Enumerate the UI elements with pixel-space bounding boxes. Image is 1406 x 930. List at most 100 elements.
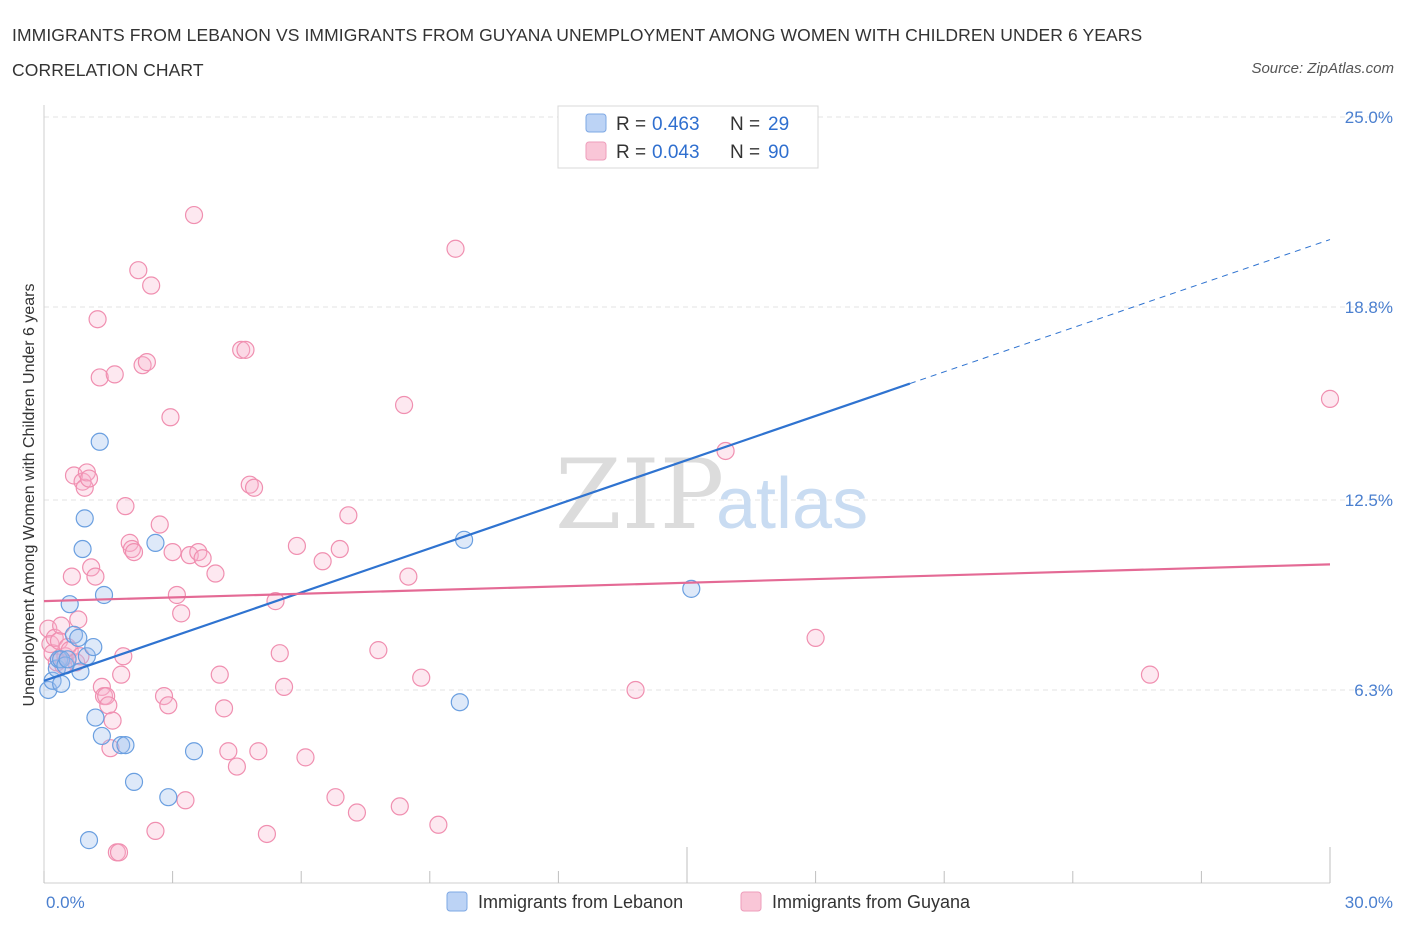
legend-n-label-guyana: N = (730, 142, 760, 163)
point-guyana-74 (330, 539, 349, 559)
point-lebanon-20 (94, 585, 114, 605)
watermark: ZIP atlas (555, 439, 868, 551)
source-note: Source: ZipAtlas.com (1251, 60, 1394, 77)
legend-r-value-lebanon: 0.463 (652, 114, 700, 135)
point-guyana-51 (176, 791, 195, 810)
point-guyana-20 (82, 558, 101, 577)
point-guyana-37 (122, 539, 141, 559)
point-guyana-69 (274, 677, 294, 697)
point-lebanon-15 (79, 831, 99, 850)
y-tick-label-1: 12.5% (1345, 491, 1393, 510)
legend-r-value-guyana: 0.043 (652, 142, 700, 163)
point-guyana-88 (1320, 389, 1340, 408)
point-guyana-14 (69, 610, 88, 629)
legend-n-label-lebanon: N = (730, 114, 760, 135)
point-guyana-64 (244, 478, 264, 497)
point-guyana-33 (112, 665, 131, 684)
trend-line-lebanon-extension (909, 239, 1331, 385)
point-lebanon-25 (159, 788, 178, 807)
point-guyana-30 (105, 365, 124, 384)
y-axis-label: Unemployment Among Women with Children U… (21, 283, 38, 706)
legend-swatch-guyana (585, 141, 607, 161)
point-lebanon-17 (86, 708, 105, 727)
point-lebanon-23 (124, 772, 144, 791)
point-guyana-87 (1140, 665, 1160, 684)
trend-line-lebanon (43, 382, 911, 682)
point-guyana-6 (52, 616, 71, 635)
point-guyana-61 (232, 340, 251, 359)
point-guyana-29 (103, 711, 122, 730)
point-guyana-82 (429, 815, 448, 834)
point-guyana-19 (79, 469, 99, 488)
point-guyana-59 (219, 742, 238, 761)
point-guyana-55 (193, 549, 212, 568)
point-guyana-38 (124, 542, 144, 562)
point-guyana-46 (159, 696, 178, 715)
legend-swatch-guyana-bottom (740, 891, 762, 912)
point-lebanon-7 (58, 650, 77, 669)
point-lebanon-27 (450, 693, 469, 712)
point-guyana-65 (249, 742, 268, 761)
point-guyana-32 (109, 843, 129, 862)
point-guyana-70 (287, 536, 307, 556)
point-guyana-27 (99, 696, 118, 715)
tick-labels: 6.3% 12.5% 18.8% 25.0% 0.0% 30.0% (46, 108, 1393, 912)
point-guyana-84 (626, 680, 645, 700)
point-guyana-49 (167, 585, 186, 605)
point-lebanon-29 (682, 579, 701, 598)
point-guyana-60 (227, 757, 246, 776)
point-guyana-41 (137, 353, 156, 372)
chart-title: IMMIGRANTS FROM LEBANON VS IMMIGRANTS FR… (12, 25, 1143, 80)
legend-label-guyana: Immigrants from Guyana (772, 892, 971, 912)
point-guyana-77 (369, 641, 388, 660)
point-lebanon-10 (69, 628, 88, 647)
point-guyana-48 (163, 542, 182, 562)
point-guyana-71 (296, 748, 315, 767)
trend-lines (43, 239, 1331, 682)
point-lebanon-12 (73, 539, 92, 559)
trend-line-guyana (43, 563, 1331, 603)
point-guyana-72 (313, 552, 332, 571)
point-guyana-22 (88, 310, 107, 329)
legend-n-value-guyana: 90 (768, 142, 789, 163)
point-guyana-66 (257, 824, 277, 844)
legend-label-lebanon: Immigrants from Lebanon (478, 892, 683, 912)
axes (43, 105, 1331, 884)
y-tick-label-2: 18.8% (1345, 298, 1393, 317)
x-tick-label-1: 30.0% (1345, 893, 1393, 912)
point-guyana-86 (806, 628, 825, 647)
grid-lines (44, 116, 1390, 691)
point-guyana-17 (75, 478, 94, 497)
point-guyana-45 (154, 686, 174, 706)
point-guyana-62 (236, 340, 255, 359)
series-lebanon-points (39, 432, 701, 850)
point-guyana-85 (716, 441, 735, 461)
point-lebanon-13 (75, 509, 94, 528)
point-lebanon-16 (84, 637, 103, 657)
point-lebanon-8 (60, 595, 79, 614)
series-legend: Immigrants from Lebanon Immigrants from … (446, 891, 971, 912)
point-guyana-56 (206, 564, 225, 583)
point-guyana-35 (116, 497, 135, 516)
point-lebanon-19 (92, 726, 111, 746)
point-guyana-58 (214, 699, 234, 718)
point-guyana-42 (142, 276, 161, 295)
point-guyana-57 (210, 665, 229, 684)
point-guyana-43 (146, 821, 165, 841)
x-tick-label-0: 0.0% (46, 893, 85, 912)
point-lebanon-14 (77, 647, 96, 666)
point-lebanon-21 (112, 736, 131, 755)
point-lebanon-24 (146, 533, 165, 552)
point-guyana-79 (394, 395, 414, 415)
legend-swatch-lebanon (585, 113, 607, 133)
point-guyana-23 (90, 368, 109, 387)
point-lebanon-22 (116, 736, 135, 755)
point-guyana-53 (184, 205, 204, 225)
legend-n-value-lebanon: 29 (768, 114, 789, 135)
legend-r-label-lebanon: R = (616, 114, 646, 135)
point-guyana-11 (62, 567, 81, 586)
watermark-atlas: atlas (716, 464, 868, 544)
point-guyana-39 (129, 261, 148, 280)
point-guyana-81 (412, 668, 431, 687)
